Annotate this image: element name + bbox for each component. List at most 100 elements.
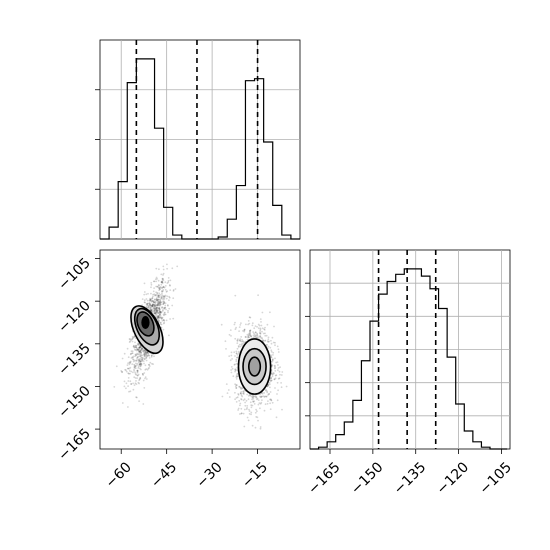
- scatter-point: [240, 412, 243, 415]
- scatter-point: [129, 338, 132, 341]
- scatter-point: [256, 416, 259, 419]
- scatter-point: [139, 363, 141, 366]
- scatter-point: [242, 390, 244, 393]
- scatter-point: [121, 402, 124, 404]
- scatter-point: [139, 361, 142, 364]
- scatter-point: [128, 341, 131, 343]
- scatter-point: [267, 338, 270, 341]
- scatter-point: [274, 370, 277, 372]
- scatter-point: [237, 393, 240, 396]
- scatter-point: [234, 355, 236, 357]
- scatter-point: [158, 307, 160, 309]
- scatter-point: [250, 406, 253, 409]
- scatter-point: [153, 280, 155, 283]
- scatter-point: [147, 306, 150, 309]
- scatter-point: [150, 286, 152, 289]
- scatter-point: [162, 274, 164, 276]
- scatter-point: [156, 278, 159, 280]
- scatter-point: [134, 345, 137, 348]
- scatter-point: [164, 302, 167, 305]
- scatter-point: [277, 348, 280, 351]
- scatter-point: [243, 329, 246, 332]
- scatter-point: [133, 346, 136, 349]
- scatter-point: [257, 294, 259, 297]
- scatter-point: [154, 304, 157, 306]
- scatter-point: [263, 392, 266, 394]
- scatter-point: [129, 340, 132, 343]
- scatter-point: [247, 336, 250, 339]
- scatter-point: [150, 354, 153, 357]
- scatter-point: [139, 356, 142, 358]
- scatter-point: [158, 310, 161, 313]
- scatter-point: [242, 330, 244, 332]
- joint-ytick-label: −120: [55, 298, 94, 337]
- scatter-point: [253, 327, 256, 330]
- scatter-point: [256, 334, 259, 337]
- scatter-point: [249, 316, 252, 319]
- scatter-point: [259, 335, 262, 338]
- scatter-point: [138, 350, 141, 352]
- scatter-point: [156, 299, 159, 301]
- scatter-point: [265, 388, 267, 391]
- scatter-point: [139, 367, 141, 370]
- scatter-point: [269, 398, 272, 401]
- scatter-point: [234, 383, 237, 386]
- scatter-point: [156, 299, 159, 302]
- scatter-point: [270, 339, 272, 342]
- scatter-point: [247, 320, 250, 322]
- scatter-point: [254, 395, 257, 397]
- scatter-point: [264, 326, 266, 329]
- scatter-point: [148, 303, 151, 306]
- scatter-point: [157, 300, 160, 303]
- scatter-point: [225, 383, 228, 385]
- scatter-point: [132, 358, 134, 361]
- scatter-point: [143, 299, 146, 302]
- scatter-point: [143, 350, 146, 352]
- scatter-point: [247, 334, 250, 337]
- scatter-point: [248, 333, 250, 336]
- scatter-point: [159, 311, 162, 314]
- scatter-point: [163, 296, 165, 298]
- scatter-point: [146, 354, 149, 357]
- scatter-point: [159, 301, 162, 304]
- scatter-point: [249, 331, 252, 334]
- scatter-point: [154, 302, 157, 305]
- scatter-point: [143, 293, 146, 296]
- scatter-point: [235, 352, 238, 355]
- scatter-point: [156, 318, 159, 320]
- scatter-point: [285, 385, 288, 388]
- scatter-point: [253, 400, 256, 403]
- scatter-point: [125, 369, 127, 371]
- scatter-point: [264, 340, 266, 342]
- scatter-point: [268, 383, 271, 386]
- scatter-point: [243, 328, 246, 331]
- scatter-point: [238, 343, 241, 346]
- scatter-point: [268, 393, 270, 395]
- scatter-point: [234, 398, 237, 401]
- scatter-point: [232, 375, 235, 378]
- scatter-point: [152, 295, 154, 298]
- scatter-point: [244, 335, 247, 338]
- scatter-point: [236, 342, 239, 344]
- scatter-point: [133, 376, 136, 379]
- scatter-point: [242, 412, 245, 415]
- scatter-point: [156, 291, 159, 294]
- scatter-point: [139, 360, 142, 363]
- joint-ytick-label: −165: [55, 426, 94, 465]
- scatter-point: [228, 333, 231, 336]
- scatter-point: [271, 359, 274, 361]
- scatter-point: [147, 305, 150, 307]
- scatter-point: [261, 337, 263, 340]
- scatter-point: [277, 389, 279, 392]
- scatter-point: [276, 399, 279, 402]
- scatter-point: [257, 336, 260, 338]
- scatter-point: [259, 336, 262, 339]
- joint-contours: [130, 305, 272, 395]
- scatter-point: [162, 268, 165, 271]
- scatter-point: [251, 404, 254, 407]
- scatter-point: [267, 336, 270, 339]
- scatter-point: [154, 300, 157, 303]
- scatter-point: [249, 401, 252, 404]
- scatter-point: [270, 377, 272, 379]
- scatter-point: [136, 356, 139, 359]
